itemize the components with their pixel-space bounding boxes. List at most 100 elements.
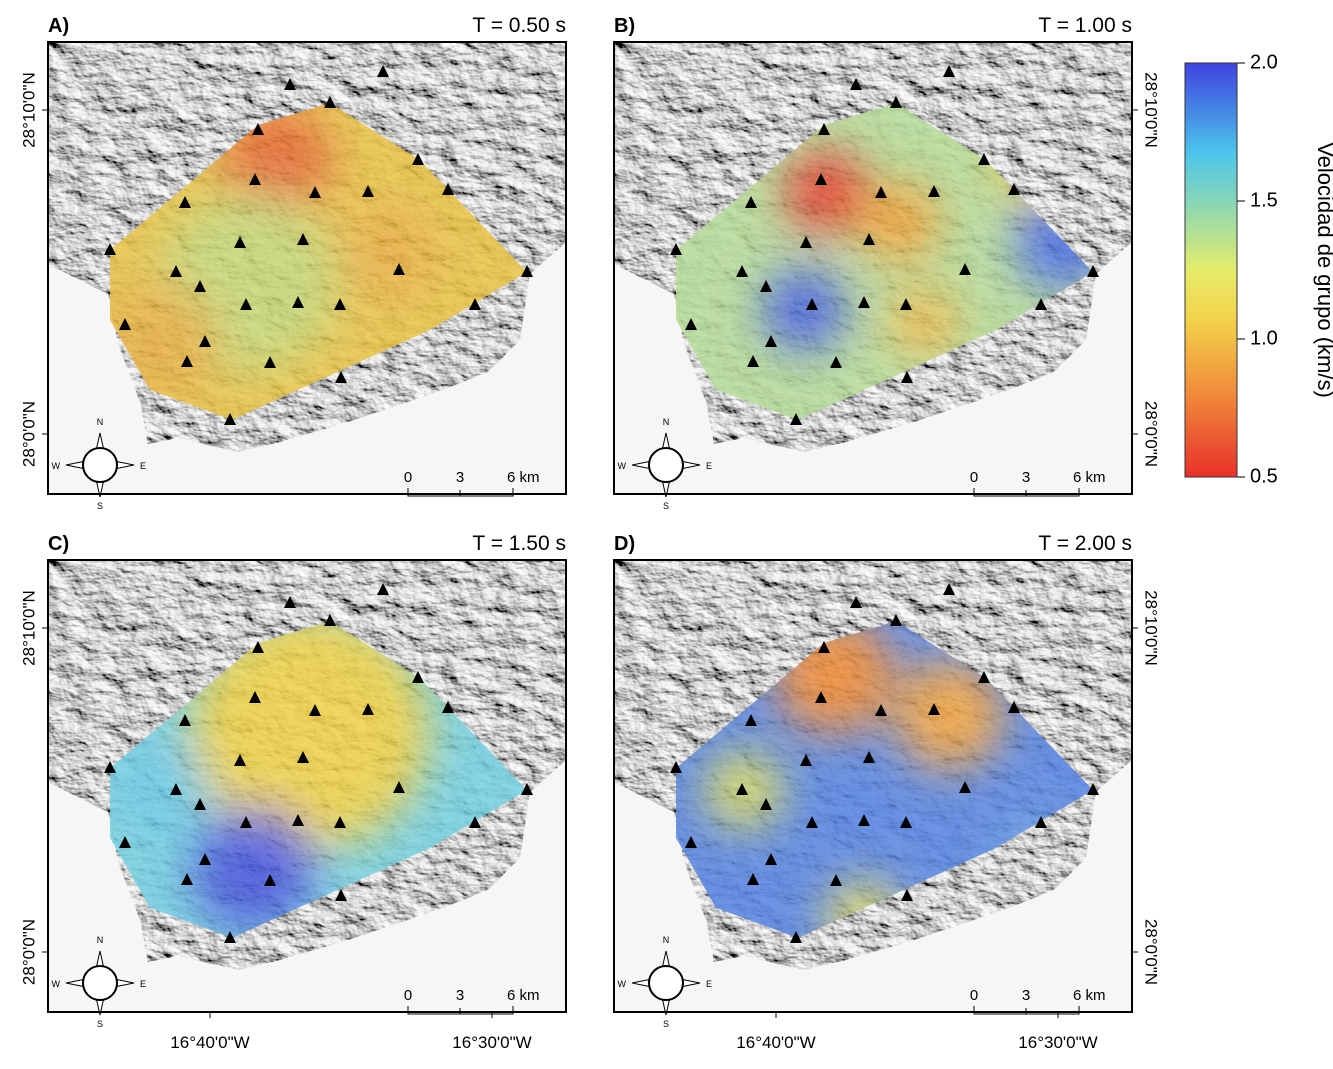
- lon-label: 16°30'0"W: [1018, 1033, 1097, 1052]
- station: [943, 65, 955, 77]
- station: [800, 236, 812, 248]
- station: [240, 298, 252, 310]
- scale-label: 0: [404, 469, 412, 486]
- compass-ring: [82, 447, 118, 483]
- station: [442, 701, 454, 713]
- compass: N S W E: [618, 417, 713, 511]
- station: [863, 233, 875, 245]
- compass-label: E: [140, 979, 146, 989]
- lat-label: 28°0'0"N: [1142, 401, 1161, 467]
- station: [181, 355, 193, 367]
- station: [181, 873, 193, 885]
- panel-frame: [47, 559, 567, 1013]
- station: [900, 816, 912, 828]
- station: [309, 186, 321, 198]
- velocity-blob: [191, 808, 315, 932]
- scale-label: 3: [1022, 987, 1030, 1004]
- compass-label: N: [663, 935, 670, 945]
- station: [393, 263, 405, 275]
- station: [119, 318, 131, 330]
- panel-label: A): [48, 15, 69, 37]
- station: [119, 836, 131, 848]
- station: [194, 280, 206, 292]
- station: [292, 296, 304, 308]
- station: [760, 280, 772, 292]
- station: [362, 703, 374, 715]
- station: [170, 265, 182, 277]
- scale-bar: 0 3 6 km: [970, 469, 1106, 497]
- station: [858, 296, 870, 308]
- lat-label: 28°0'0"N: [19, 401, 38, 467]
- station: [901, 889, 913, 901]
- station: [362, 185, 374, 197]
- lat-label: 28°10'0"N: [1142, 72, 1161, 148]
- station: [863, 751, 875, 763]
- station: [890, 614, 902, 626]
- velocity-blob: [784, 150, 868, 234]
- station: [334, 298, 346, 310]
- station: [858, 814, 870, 826]
- map-panel: N S W E 0 3 6 km A) T = 0.50 s 28°10'0"N 28°0'0"N: [19, 14, 567, 511]
- station: [745, 714, 757, 726]
- station: [818, 123, 830, 135]
- lat-label: 28°10'0"N: [1142, 590, 1161, 666]
- station: [324, 96, 336, 108]
- station: [1087, 265, 1099, 277]
- compass-label: E: [706, 461, 712, 471]
- velocity-blobs: [110, 105, 438, 402]
- station: [670, 243, 682, 255]
- station: [335, 371, 347, 383]
- station: [806, 816, 818, 828]
- station: [179, 196, 191, 208]
- station: [377, 583, 389, 595]
- station: [521, 783, 533, 795]
- station: [978, 153, 990, 165]
- colorbar-tick-label: 1.5: [1250, 189, 1278, 211]
- lon-label: 16°40'0"W: [170, 1033, 249, 1052]
- compass-label: N: [97, 417, 104, 427]
- compass-label: S: [97, 1019, 103, 1029]
- map-panel: N S W E 0 3 6 km C) T = 1.50 s 28°10'0"N 28°0'0"N 1…: [19, 532, 567, 1052]
- station: [297, 751, 309, 763]
- scale-label: 3: [456, 987, 464, 1004]
- station: [685, 318, 697, 330]
- compass-label: W: [52, 461, 61, 471]
- station: [194, 798, 206, 810]
- scale-label: 0: [970, 987, 978, 1004]
- lon-label: 16°40'0"W: [736, 1033, 815, 1052]
- lat-label: 28°0'0"N: [19, 919, 38, 985]
- velocity-blob: [762, 268, 846, 352]
- station: [1008, 183, 1020, 195]
- colorbar-tick-label: 0.5: [1250, 465, 1278, 487]
- station: [1008, 701, 1020, 713]
- station: [224, 931, 236, 943]
- velocity-overlay: [110, 621, 527, 938]
- compass-label: E: [706, 979, 712, 989]
- compass-label: E: [140, 461, 146, 471]
- station: [412, 153, 424, 165]
- period-label: T = 0.50 s: [472, 14, 566, 37]
- station: [875, 186, 887, 198]
- station: [890, 96, 902, 108]
- station: [978, 671, 990, 683]
- compass-ring: [82, 965, 118, 1001]
- station: [959, 263, 971, 275]
- station: [1087, 783, 1099, 795]
- station: [377, 65, 389, 77]
- station: [252, 641, 264, 653]
- station: [284, 78, 296, 90]
- compass-label: W: [52, 979, 61, 989]
- station: [469, 816, 481, 828]
- station: [104, 761, 116, 773]
- station: [249, 173, 261, 185]
- station: [670, 761, 682, 773]
- station: [830, 356, 842, 368]
- scale-label: 6 km: [1073, 987, 1106, 1004]
- compass-ring: [648, 447, 684, 483]
- lon-label: 16°30'0"W: [452, 1033, 531, 1052]
- station: [747, 355, 759, 367]
- station: [736, 783, 748, 795]
- station: [1035, 816, 1047, 828]
- panel-frame: [613, 559, 1133, 1013]
- station: [442, 183, 454, 195]
